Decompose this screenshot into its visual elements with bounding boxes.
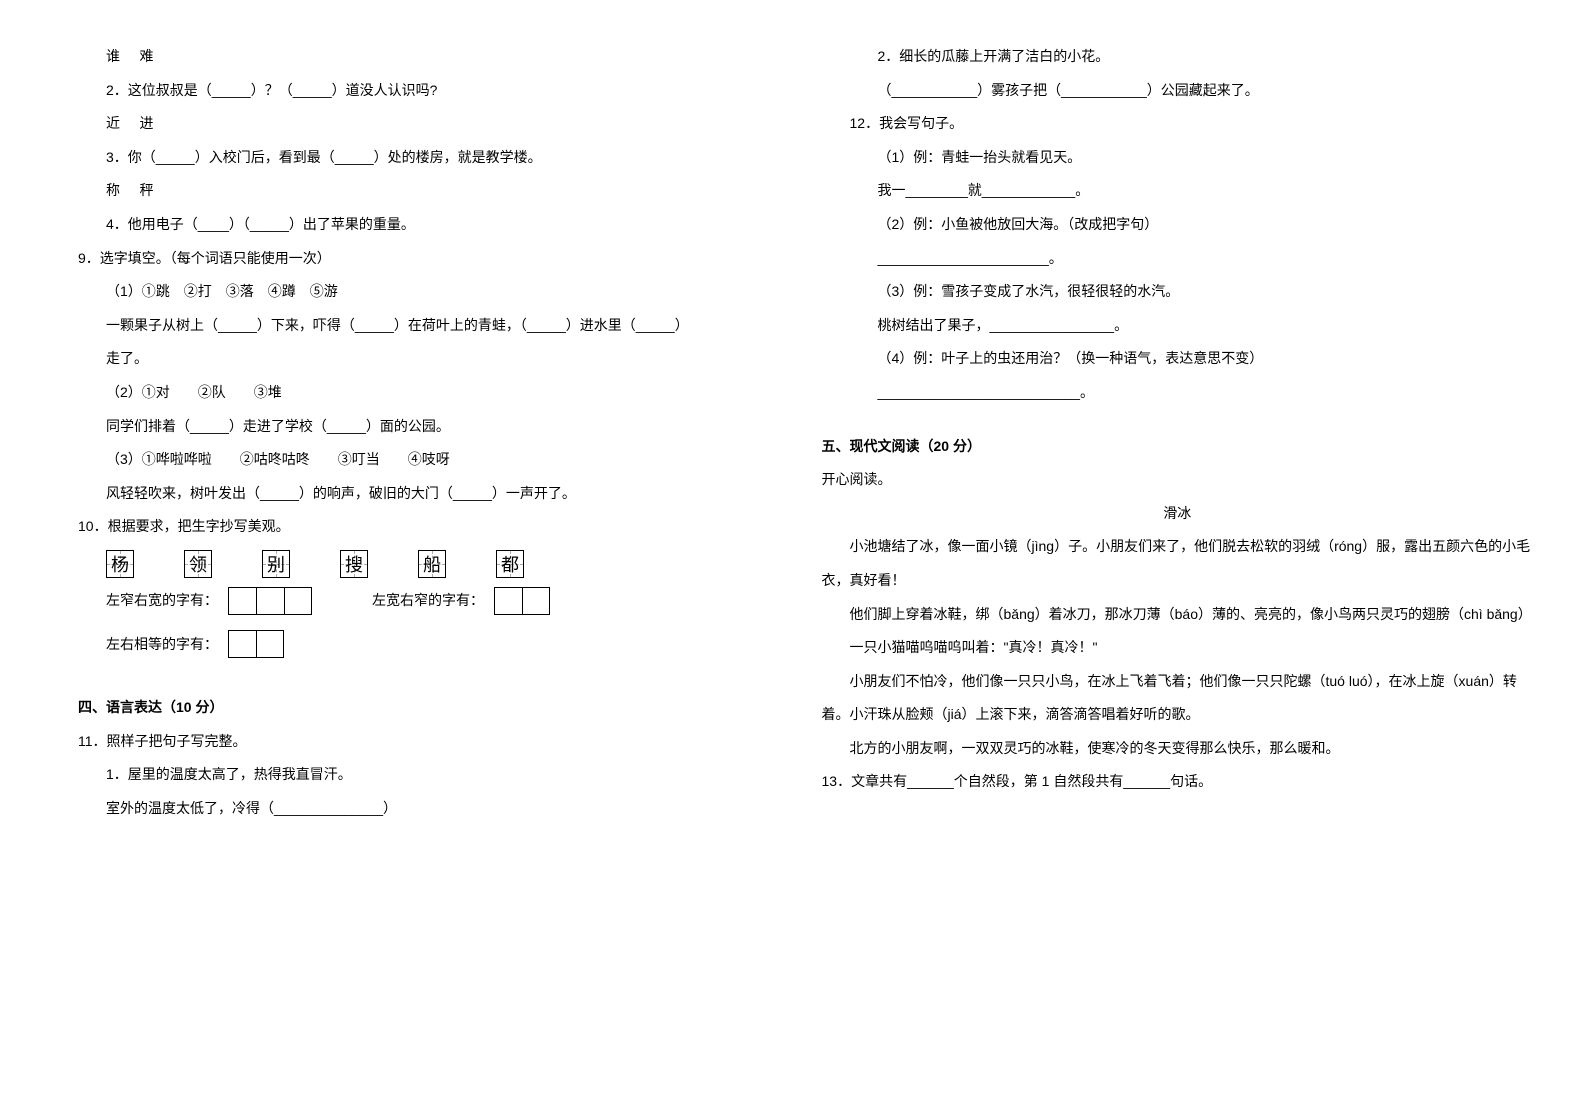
q12-2-blank: ______________________。: [822, 242, 1534, 276]
q10-row2-label: 左右相等的字有：: [106, 628, 218, 662]
q12-4-ex: （4）例：叶子上的虫还用治？（换一种语气，表达意思不变）: [822, 342, 1534, 376]
q10-row1: 左窄右宽的字有： 左宽右窄的字有：: [50, 584, 762, 618]
right-column: 2．细长的瓜藤上开满了洁白的小花。 （___________）雾孩子把（____…: [822, 40, 1534, 825]
q11-1-ex: 1．屋里的温度太高了，热得我直冒汗。: [50, 758, 762, 792]
char-option: 秤: [139, 182, 153, 198]
q9-3-opts: （3）①哗啦哗啦 ②咕咚咕咚 ③叮当 ④吱呀: [50, 443, 762, 477]
answer-grid[interactable]: [228, 587, 312, 615]
left-column: 谁 难 2．这位叔叔是（_____）？（_____）道没人认识吗? 近 进 3．…: [50, 40, 762, 825]
q12-3-ex: （3）例：雪孩子变成了水汽，很轻很轻的水汽。: [822, 275, 1534, 309]
q10-row2: 左右相等的字有：: [50, 628, 762, 662]
q11-2-ex: 2．细长的瓜藤上开满了洁白的小花。: [822, 40, 1534, 74]
char-option: 难: [139, 48, 153, 64]
answer-grid[interactable]: [228, 630, 284, 658]
q8-pair3: 称 秤: [50, 174, 762, 208]
reading-p5: 北方的小朋友啊，一双双灵巧的冰鞋，使寒冷的冬天变得那么快乐，那么暖和。: [822, 732, 1534, 766]
q9-title: 9．选字填空。（每个词语只能使用一次）: [50, 242, 762, 276]
q9-1-sent: 一颗果子从树上（_____）下来，吓得（_____）在荷叶上的青蛙，（_____…: [50, 309, 762, 343]
q12-1-blank: 我一________就____________。: [822, 174, 1534, 208]
section-4-title: 四、语言表达（10 分）: [50, 691, 762, 725]
char-box: 船: [418, 550, 446, 578]
char-box: 别: [262, 550, 290, 578]
q8-line4: 4．他用电子（____）（_____）出了苹果的重量。: [50, 208, 762, 242]
q10-title: 10．根据要求，把生字抄写美观。: [50, 510, 762, 544]
reading-intro: 开心阅读。: [822, 463, 1534, 497]
q12-title: 12．我会写句子。: [822, 107, 1534, 141]
q9-2-sent: 同学们排着（_____）走进了学校（_____）面的公园。: [50, 410, 762, 444]
page-columns: 谁 难 2．这位叔叔是（_____）？（_____）道没人认识吗? 近 进 3．…: [50, 40, 1533, 825]
section-5-title: 五、现代文阅读（20 分）: [822, 430, 1534, 464]
q8-pair1: 谁 难: [50, 40, 762, 74]
q10-row1b-label: 左宽右窄的字有：: [372, 584, 484, 618]
reading-p1: 小池塘结了冰，像一面小镜（jìng）子。小朋友们来了，他们脱去松软的羽绒（rón…: [822, 530, 1534, 597]
char-box: 领: [184, 550, 212, 578]
q11-title: 11．照样子把句子写完整。: [50, 725, 762, 759]
q11-2-blank: （___________）雾孩子把（___________）公园藏起来了。: [822, 74, 1534, 108]
q8-line3: 3．你（_____）入校门后，看到最（_____）处的楼房，就是教学楼。: [50, 141, 762, 175]
reading-title: 滑冰: [822, 497, 1534, 531]
q10-row1-label: 左窄右宽的字有：: [106, 584, 218, 618]
q12-1-ex: （1）例：青蛙一抬头就看见天。: [822, 141, 1534, 175]
char-option: 谁: [106, 48, 120, 64]
q12-3-blank: 桃树结出了果子，________________。: [822, 309, 1534, 343]
q9-2-opts: （2）①对 ②队 ③堆: [50, 376, 762, 410]
q9-1-opts: （1）①跳 ②打 ③落 ④蹲 ⑤游: [50, 275, 762, 309]
char-box: 搜: [340, 550, 368, 578]
q8-line2: 2．这位叔叔是（_____）？（_____）道没人认识吗?: [50, 74, 762, 108]
char-option: 称: [106, 182, 120, 198]
char-option: 进: [139, 115, 153, 131]
reading-p2: 他们脚上穿着冰鞋，绑（bǎng）着冰刀，那冰刀薄（báo）薄的、亮亮的，像小鸟两…: [822, 598, 1534, 632]
q11-1-blank: 室外的温度太低了，冷得（______________）: [50, 792, 762, 826]
char-box: 都: [496, 550, 524, 578]
char-box: 杨: [106, 550, 134, 578]
answer-grid[interactable]: [494, 587, 550, 615]
q9-3-sent: 风轻轻吹来，树叶发出（_____）的响声，破旧的大门（_____）一声开了。: [50, 477, 762, 511]
q12-2-ex: （2）例：小鱼被他放回大海。（改成把字句）: [822, 208, 1534, 242]
q10-char-row: 杨 领 别 搜 船 都: [50, 550, 762, 578]
q13: 13．文章共有______个自然段，第 1 自然段共有______句话。: [822, 765, 1534, 799]
q9-1-tail: 走了。: [50, 342, 762, 376]
reading-p4: 小朋友们不怕冷，他们像一只只小鸟，在冰上飞着飞着；他们像一只只陀螺（tuó lu…: [822, 665, 1534, 732]
q12-4-blank: __________________________。: [822, 376, 1534, 410]
char-option: 近: [106, 115, 120, 131]
q8-pair2: 近 进: [50, 107, 762, 141]
reading-p3: 一只小猫喵呜喵呜叫着："真冷！真冷！": [822, 631, 1534, 665]
